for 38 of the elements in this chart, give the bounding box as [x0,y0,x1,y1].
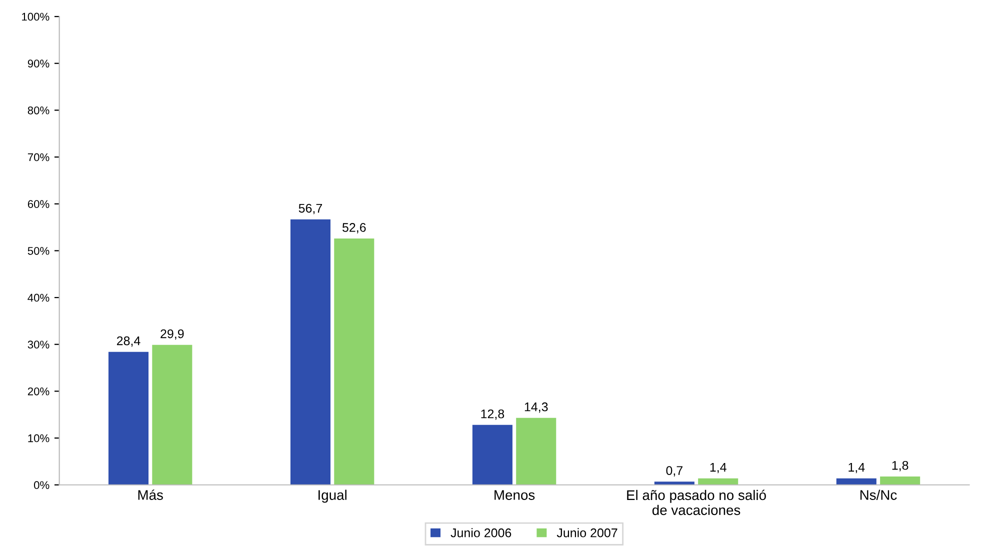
y-tick-label: 70% [28,153,50,162]
data-label: 12,8 [481,409,504,420]
y-tick-label: 60% [28,200,50,208]
y-tick-label: 0% [34,481,50,490]
bar [152,344,192,485]
x-tick-label: Ns/Nc [860,490,897,500]
data-label: 1,4 [848,462,865,474]
y-tick-label: 100% [22,12,50,21]
y-tick-label: 80% [28,106,50,114]
bar [698,478,738,485]
bar [290,219,330,485]
data-label: 56,7 [298,204,322,214]
x-tick-label: Igual [318,490,346,503]
data-label: 1,4 [710,462,726,474]
data-label: 28,4 [116,336,140,347]
legend-label: Junio 2006 [450,528,512,538]
legend-label: Junio 2007 [556,528,618,538]
x-tick-label: El año pasado no salió de vacaciones [627,490,766,516]
data-label: 1,8 [892,460,908,472]
x-tick-label: Más [138,490,163,500]
y-tick-label: 50% [28,246,50,255]
data-label: 29,9 [160,329,184,340]
bar [334,238,374,485]
bar [516,418,556,485]
data-label: 14,3 [524,402,548,413]
y-tick-label: 40% [28,294,50,302]
bar [880,476,920,485]
bar [654,482,694,485]
data-label: 52,6 [342,223,366,234]
x-tick-label: Menos [494,490,535,500]
y-tick-label: 30% [28,340,50,349]
bar [472,424,512,485]
y-tick-label: 10% [28,434,50,442]
y-tick-label: 90% [28,60,50,68]
bar [836,478,876,485]
y-tick-label: 20% [28,387,50,396]
bar [108,352,149,485]
data-label: 0,7 [666,466,682,476]
